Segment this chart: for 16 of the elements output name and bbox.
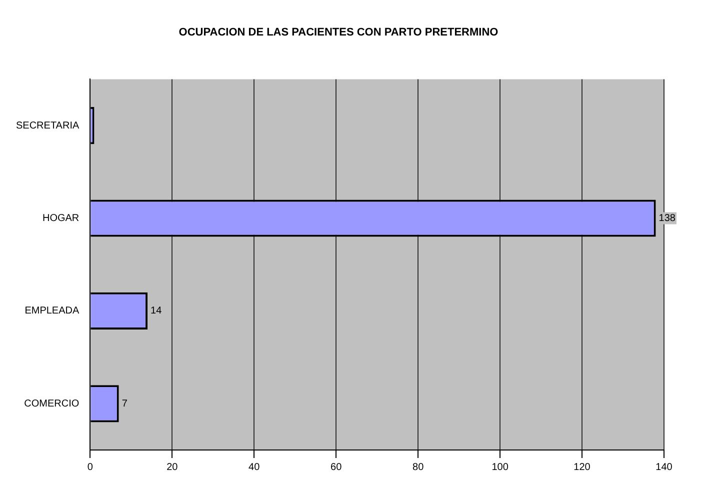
- data-label: 14: [150, 306, 162, 317]
- x-tick-label: 0: [87, 462, 94, 473]
- x-tick-label: 80: [412, 462, 424, 473]
- y-tick-label: HOGAR: [42, 213, 80, 224]
- y-tick-label: SECRETARIA: [16, 120, 80, 132]
- x-tick-label: 140: [656, 462, 673, 473]
- x-tick-label: 60: [330, 462, 342, 473]
- y-tick-label: EMPLEADA: [24, 306, 80, 317]
- chart-title: OCUPACION DE LAS PACIENTES CON PARTO PRETERMINO: [178, 26, 499, 39]
- x-tick-label: 100: [492, 462, 509, 473]
- x-tick-label: 20: [166, 462, 178, 473]
- x-tick-label: 120: [574, 462, 591, 473]
- y-tick-label: COMERCIO: [24, 398, 80, 410]
- data-label: 138: [658, 213, 676, 224]
- data-label: 7: [122, 398, 128, 410]
- x-tick-label: 40: [248, 462, 260, 473]
